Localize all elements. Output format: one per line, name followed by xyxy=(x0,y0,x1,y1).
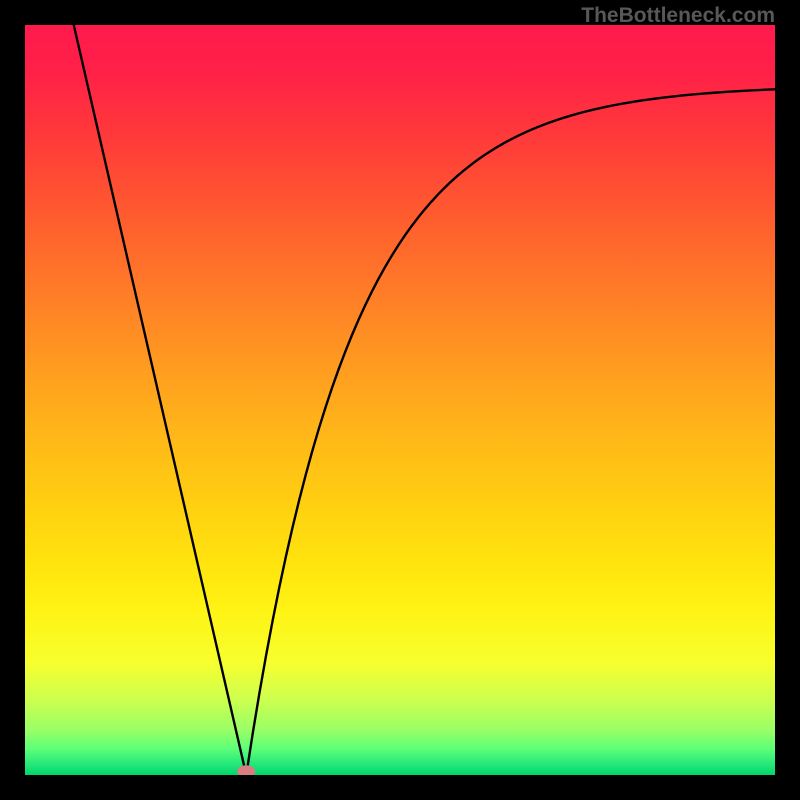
gradient-background xyxy=(25,25,775,775)
chart-container: TheBottleneck.com xyxy=(0,0,800,800)
bottleneck-chart-svg xyxy=(25,25,775,775)
plot-area xyxy=(25,25,775,775)
